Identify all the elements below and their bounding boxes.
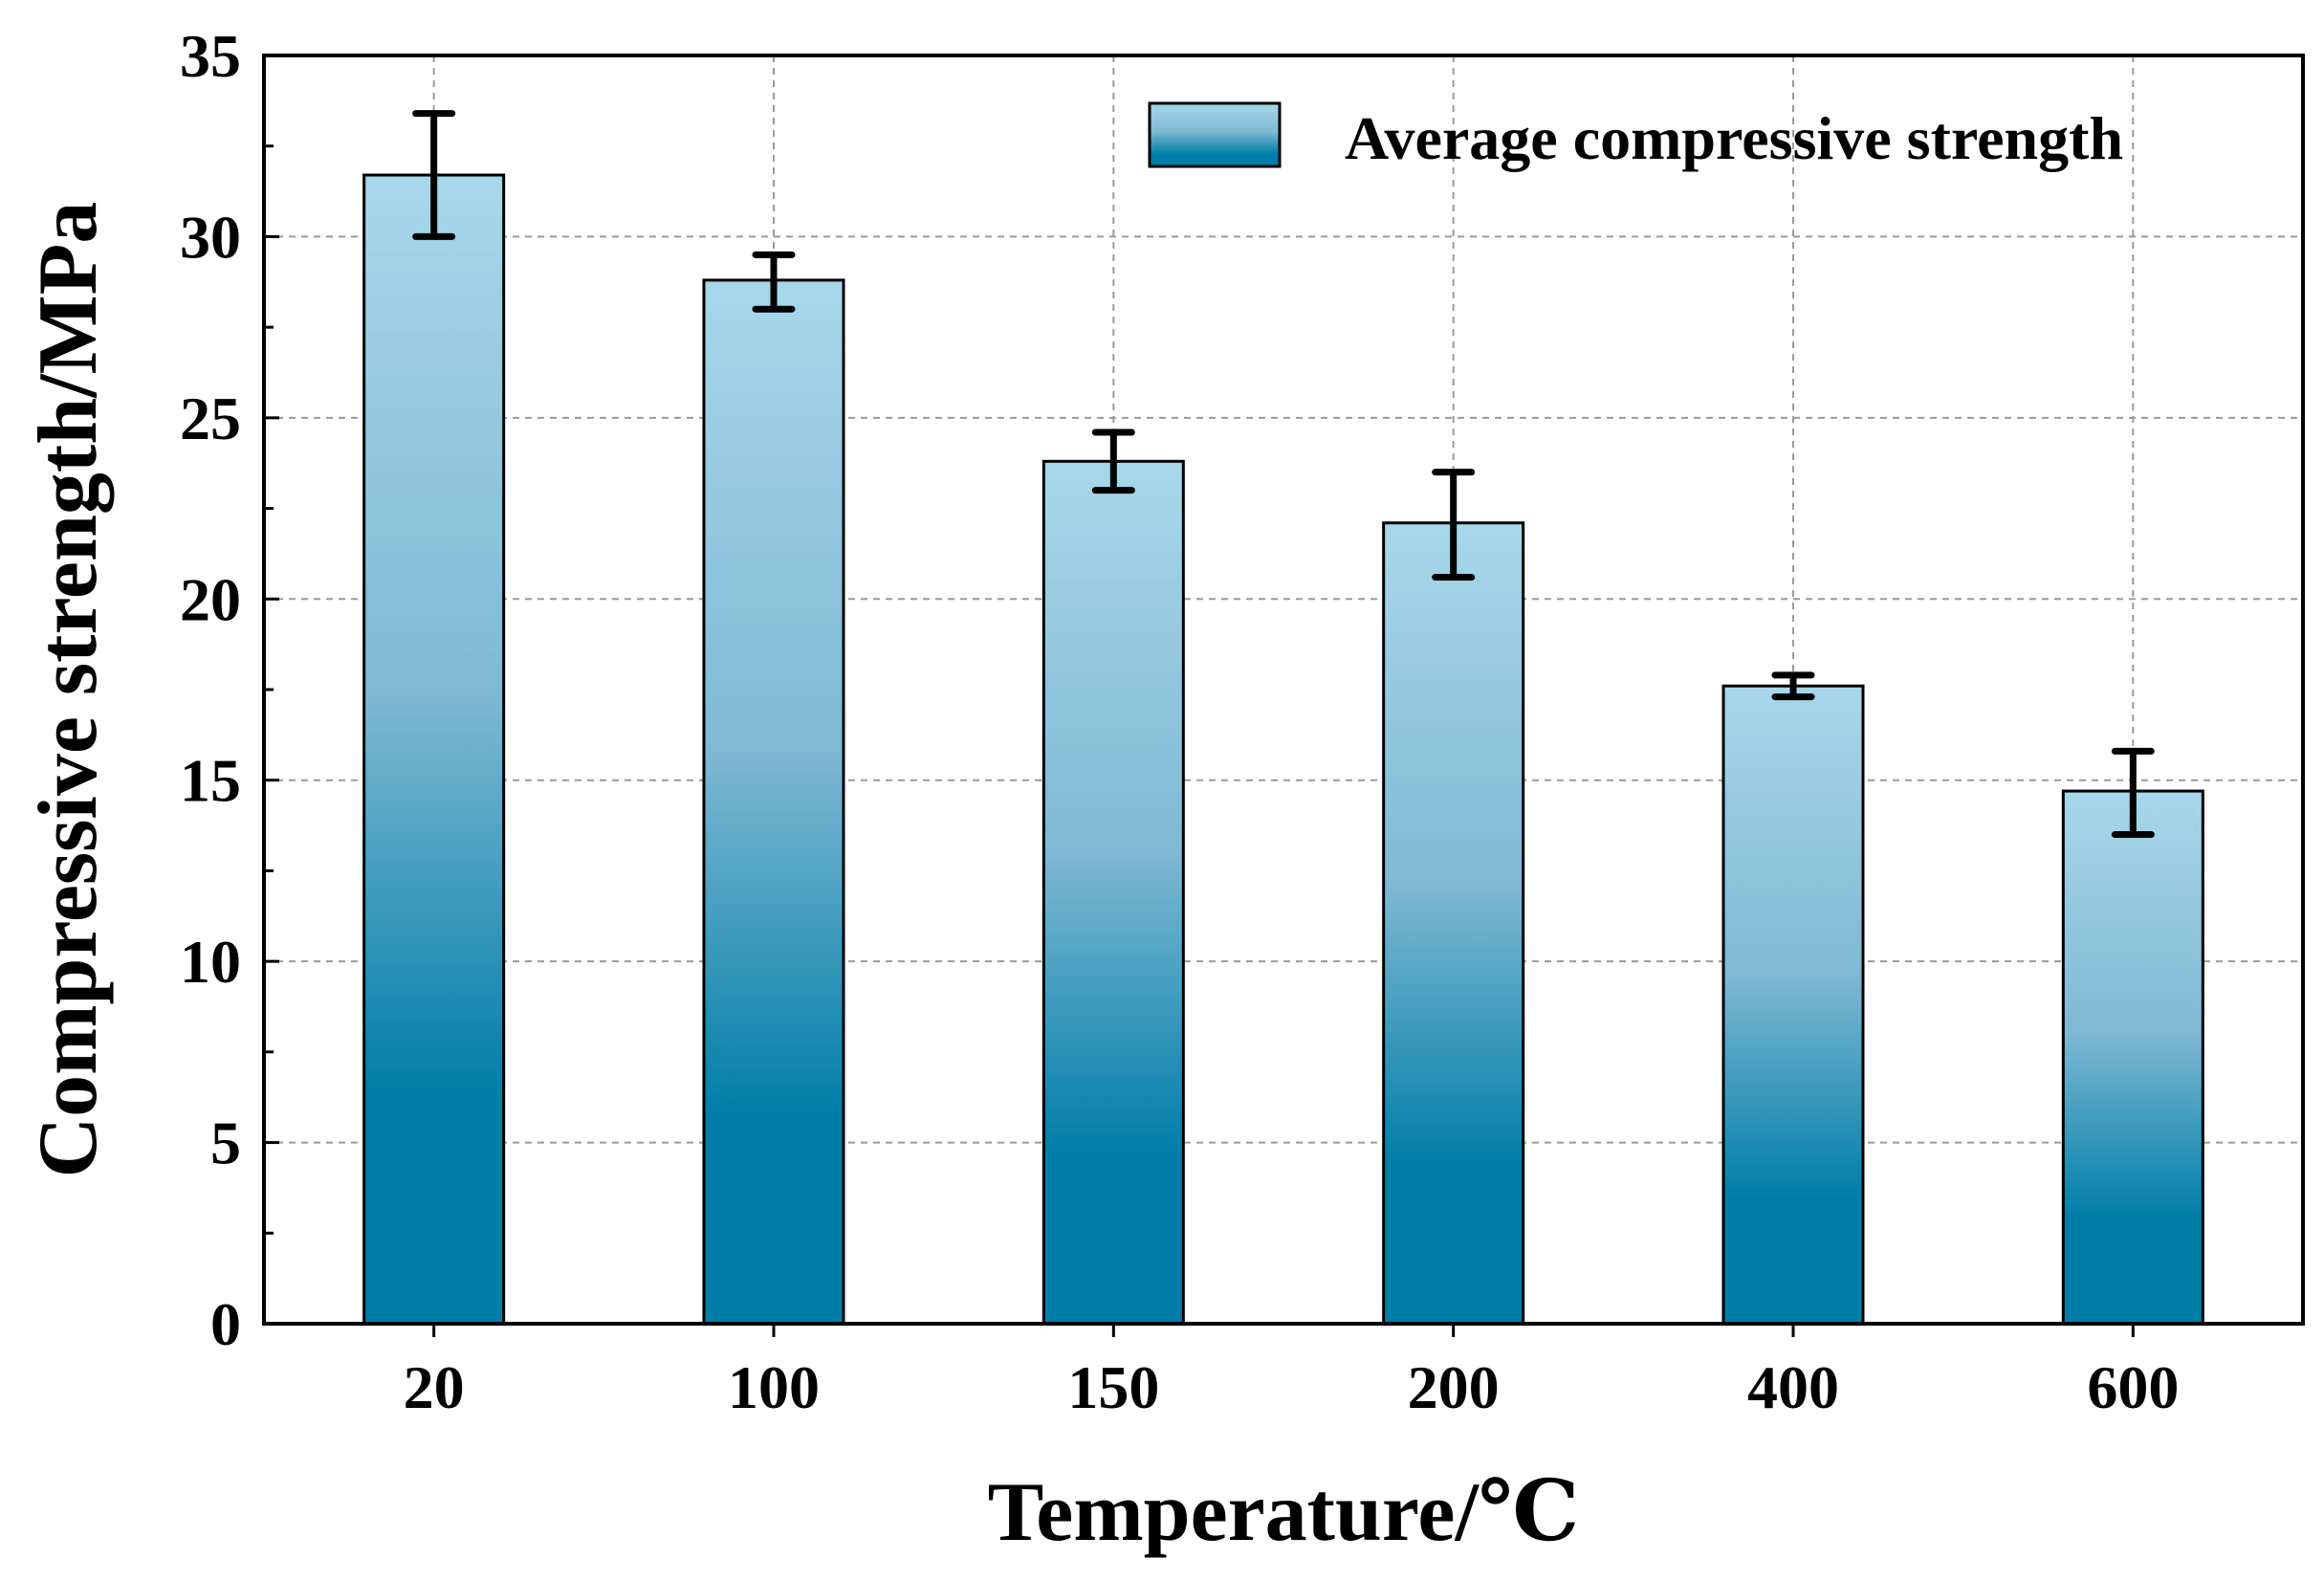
ticks-layer: 0 5 10 15 20 25 30 35 20 100 150 200 400 600 (180, 22, 2179, 1421)
y-tick-label: 10 (180, 928, 241, 996)
y-tick-label: 25 (180, 384, 241, 452)
y-tick-label: 35 (180, 22, 241, 90)
x-tick-label: 150 (1067, 1353, 1159, 1421)
y-tick-label: 0 (210, 1290, 241, 1358)
bar (1041, 459, 1185, 1326)
x-tick-label: 100 (728, 1353, 820, 1421)
legend-swatch (1148, 101, 1282, 168)
x-axis-title: Temperature/℃ (988, 1466, 1580, 1559)
x-tick-label: 20 (404, 1353, 465, 1421)
bars-layer (362, 110, 2204, 1326)
bar (2061, 789, 2204, 1326)
bar (1382, 521, 1525, 1326)
y-tick-label: 15 (180, 747, 241, 815)
legend: Average compressive strength (1148, 101, 2123, 172)
x-tick-label: 400 (1747, 1353, 1839, 1421)
legend-label: Average compressive strength (1345, 104, 2123, 172)
y-tick-label: 30 (180, 203, 241, 271)
bar (362, 173, 506, 1326)
x-tick-label: 600 (2087, 1353, 2179, 1421)
y-axis-title: Compressive strength/MPa (22, 202, 115, 1178)
bar (702, 278, 845, 1326)
y-tick-label: 5 (210, 1109, 241, 1177)
plot-frame (262, 54, 2305, 1326)
axes-layer (262, 54, 2305, 1326)
bar (1721, 684, 1865, 1326)
x-tick-label: 200 (1408, 1353, 1500, 1421)
grid-layer (264, 55, 2303, 1324)
y-tick-label: 20 (180, 565, 241, 633)
